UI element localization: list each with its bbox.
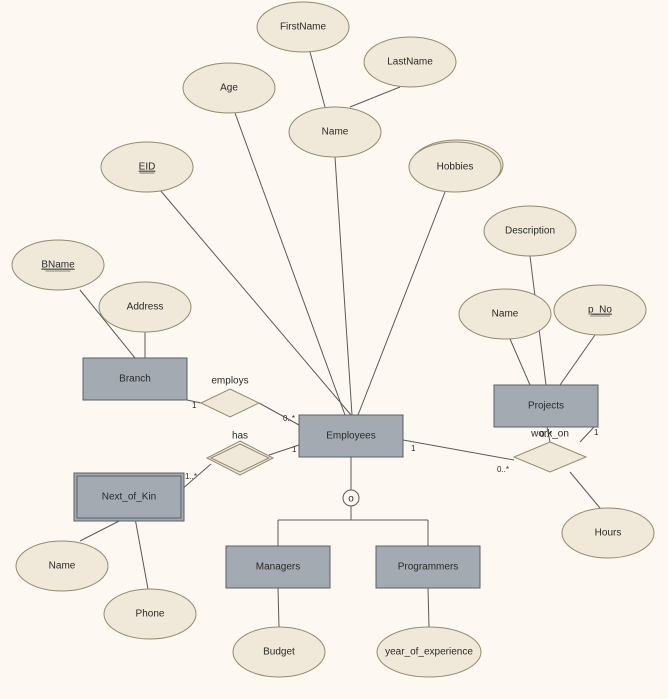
cardinality-label: 1	[594, 428, 599, 437]
edge	[358, 192, 445, 415]
attribute-lname: LastName	[364, 37, 456, 87]
edge	[570, 472, 600, 508]
attribute-fname: FirstName	[257, 2, 349, 52]
attribute-label: Name	[49, 561, 76, 572]
entity-label: Projects	[528, 401, 564, 412]
er-diagram-canvas: BName Address EID Age Name FirstName LastName H…	[0, 0, 668, 699]
attribute-nokname: Name	[16, 541, 108, 591]
entity-label: Next_of_Kin	[102, 492, 156, 503]
entity-employees: Employees	[299, 415, 403, 457]
svg-text:o: o	[348, 494, 354, 505]
cardinality-label: 1	[192, 401, 197, 410]
attribute-pno: p_No	[554, 285, 646, 335]
attribute-yexp: year_of_experience	[377, 627, 481, 677]
attribute-label: Hobbies	[437, 162, 474, 173]
entity-label: Managers	[256, 562, 300, 573]
edge	[310, 52, 325, 107]
edge	[560, 335, 595, 385]
relationship-has: has	[207, 431, 273, 475]
attribute-address: Address	[99, 282, 191, 332]
entity-branch: Branch	[83, 358, 187, 400]
entity-programmers: Programmers	[376, 546, 480, 588]
edge	[403, 440, 514, 460]
attribute-bname: BName	[12, 240, 104, 290]
attribute-label: EID	[139, 162, 156, 173]
attribute-label: LastName	[387, 57, 433, 68]
attribute-desc: Description	[484, 206, 576, 256]
cardinality-label: 0..*	[540, 430, 552, 439]
attribute-label: Phone	[136, 609, 165, 620]
relationship-employs: employs	[201, 376, 259, 417]
attribute-label: Name	[322, 127, 349, 138]
cardinality-label: 0..*	[283, 414, 295, 423]
attribute-label: Budget	[263, 647, 295, 658]
edge	[335, 157, 352, 415]
attribute-label: Age	[220, 83, 238, 94]
attribute-eid: EID	[101, 142, 193, 192]
edge	[510, 339, 530, 385]
edge	[428, 588, 429, 627]
cardinality-label: 0..*	[497, 465, 509, 474]
attribute-label: FirstName	[280, 22, 327, 33]
cardinality-label: 1	[292, 445, 297, 454]
attribute-label: Description	[505, 226, 555, 237]
edge	[135, 518, 148, 589]
edge	[278, 588, 279, 627]
attribute-label: Name	[492, 309, 519, 320]
entity-label: Branch	[119, 374, 151, 385]
relationship-label: has	[232, 431, 248, 442]
relationship-label: employs	[211, 376, 248, 387]
attribute-pname: Name	[459, 289, 551, 339]
attribute-age: Age	[183, 63, 275, 113]
edge	[580, 427, 594, 442]
attribute-label: p_No	[588, 305, 612, 316]
attribute-label: BName	[41, 260, 75, 271]
attribute-budget: Budget	[233, 627, 325, 677]
cardinality-label: 1..*	[185, 472, 197, 481]
edge	[350, 87, 400, 107]
attribute-label: Address	[127, 302, 164, 313]
entity-next_of_kin: Next_of_Kin	[74, 473, 184, 521]
attribute-hobbies: Hobbies	[409, 140, 503, 192]
edge	[235, 113, 345, 415]
entity-managers: Managers	[226, 546, 330, 588]
specialization-circle: o	[343, 490, 359, 506]
entity-projects: Projects	[494, 385, 598, 427]
cardinality-label: 1	[411, 444, 416, 453]
attribute-label: year_of_experience	[385, 647, 473, 658]
attribute-label: Hours	[595, 528, 622, 539]
attribute-phone: Phone	[104, 589, 196, 639]
entity-label: Employees	[326, 431, 375, 442]
entity-label: Programmers	[398, 562, 459, 573]
attribute-hours: Hours	[562, 508, 654, 558]
attribute-ename: Name	[289, 107, 381, 157]
